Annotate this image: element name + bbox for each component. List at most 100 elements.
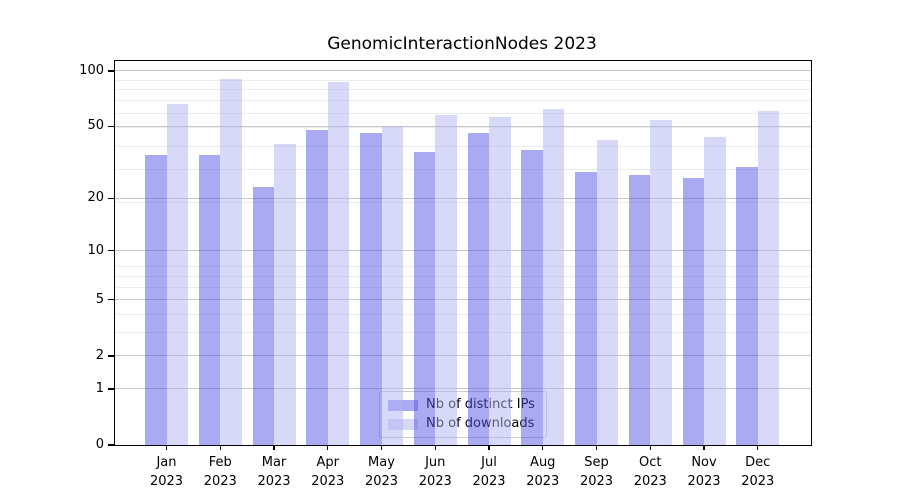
bar-distinct-ips-jan (145, 154, 167, 445)
x-tick-label: Feb 2023 (190, 453, 250, 491)
bar-distinct-ips-aug (521, 150, 543, 445)
x-tick-label: Dec 2023 (728, 453, 788, 491)
x-tick (434, 445, 436, 450)
gridline-minor (115, 89, 811, 91)
y-tick-label: 10 (87, 242, 104, 258)
x-tick-year: 2023 (687, 474, 721, 489)
bar-distinct-ips-mar (252, 187, 274, 445)
x-tick-year: 2023 (418, 474, 452, 489)
x-tick-label: Mar 2023 (244, 453, 304, 491)
gridline-major (115, 299, 811, 301)
x-tick (327, 445, 329, 450)
x-tick-label: Sep 2023 (567, 453, 627, 491)
x-tick (542, 445, 544, 450)
x-tick-year: 2023 (203, 474, 237, 489)
bar-distinct-ips-sep (575, 172, 597, 445)
y-tick (108, 444, 114, 446)
y-tick (108, 70, 114, 72)
y-tick-label: 100 (79, 62, 104, 78)
gridline-major (115, 355, 811, 357)
x-tick-label: Oct 2023 (620, 453, 680, 491)
x-tick-label: May 2023 (352, 453, 412, 491)
bar-downloads-aug (542, 109, 565, 445)
bar-downloads-jul (489, 117, 511, 445)
bar-distinct-ips-oct (628, 174, 651, 445)
bar-downloads-may (381, 126, 403, 445)
x-tick-year: 2023 (364, 474, 399, 489)
chart-title: GenomicInteractionNodes 2023 (327, 34, 597, 54)
bar-downloads-apr (327, 82, 350, 445)
x-tick-year: 2023 (257, 474, 291, 489)
x-tick-label: Jul 2023 (459, 453, 519, 491)
gridline-minor (115, 145, 811, 147)
x-tick (703, 445, 705, 450)
y-tick-label: 50 (87, 118, 104, 134)
gridline-minor (115, 286, 811, 288)
gridline-minor (115, 332, 811, 334)
y-tick (108, 125, 114, 128)
y-tick-label: 1 (95, 380, 104, 396)
x-tick-label: Nov 2023 (674, 453, 734, 491)
x-tick (488, 445, 490, 450)
x-tick (595, 445, 598, 450)
x-tick (165, 445, 168, 450)
y-tick (108, 388, 114, 390)
bar-downloads-oct (650, 120, 672, 445)
x-tick-year: 2023 (741, 474, 775, 489)
gridline-major (115, 125, 811, 127)
bar-downloads-mar (274, 144, 296, 445)
bar-distinct-ips-feb (198, 154, 221, 445)
y-tick-label: 0 (95, 437, 104, 452)
bar-downloads-feb (220, 78, 242, 445)
x-tick (380, 445, 383, 450)
gridline-minor (115, 275, 811, 277)
x-tick-year: 2023 (633, 474, 667, 489)
bar-downloads-nov (704, 136, 726, 445)
bar-distinct-ips-dec (736, 166, 758, 445)
gridline-major (115, 388, 811, 390)
gridline-major (115, 250, 811, 252)
gridline-minor (115, 112, 811, 114)
legend-item: Nb of distinct IPs (388, 398, 537, 412)
bar-downloads-jan (166, 104, 188, 445)
x-tick-label: Jun 2023 (405, 453, 465, 491)
bar-distinct-ips-may (360, 132, 382, 445)
gridline-minor (115, 314, 811, 316)
gridline-minor (115, 79, 811, 81)
x-tick-label: Jan 2023 (137, 453, 197, 491)
bar-downloads-jun (435, 114, 457, 445)
y-tick-label: 20 (87, 190, 104, 206)
bar-distinct-ips-apr (306, 129, 328, 445)
bar-distinct-ips-jul (467, 132, 489, 445)
x-tick-year: 2023 (472, 474, 506, 489)
x-tick-label: Aug 2023 (513, 453, 573, 491)
y-tick (108, 197, 114, 199)
x-tick-year: 2023 (311, 474, 345, 489)
y-tick-label: 5 (95, 291, 104, 307)
legend-item: Nb of downloads (388, 417, 537, 431)
x-tick (757, 445, 759, 450)
gridline-minor (115, 127, 811, 129)
x-tick (219, 445, 221, 450)
bar-downloads-dec (757, 110, 780, 445)
y-tick (108, 299, 114, 301)
y-tick (108, 249, 114, 252)
x-tick-year: 2023 (526, 474, 560, 489)
gridline-minor (115, 201, 811, 203)
bar-distinct-ips-nov (682, 177, 704, 445)
gridline-minor (115, 266, 811, 268)
x-tick-year: 2023 (149, 474, 184, 489)
x-tick (273, 445, 275, 450)
y-tick-label: 2 (95, 347, 104, 363)
x-tick-label: Apr 2023 (298, 453, 358, 491)
plot-area: Nb of distinct IPs Nb of downloads 0 1 2 5 1… (79, 60, 812, 489)
gridline-minor (115, 168, 811, 170)
bar-downloads-sep (596, 140, 618, 445)
legend-swatch-downloads-icon (388, 418, 418, 430)
legend-swatch-distinct-ips-icon (388, 399, 418, 411)
bar-distinct-ips-jun (413, 152, 436, 445)
x-tick-year: 2023 (579, 474, 614, 489)
y-tick (108, 355, 114, 357)
gridline-major (115, 197, 811, 199)
